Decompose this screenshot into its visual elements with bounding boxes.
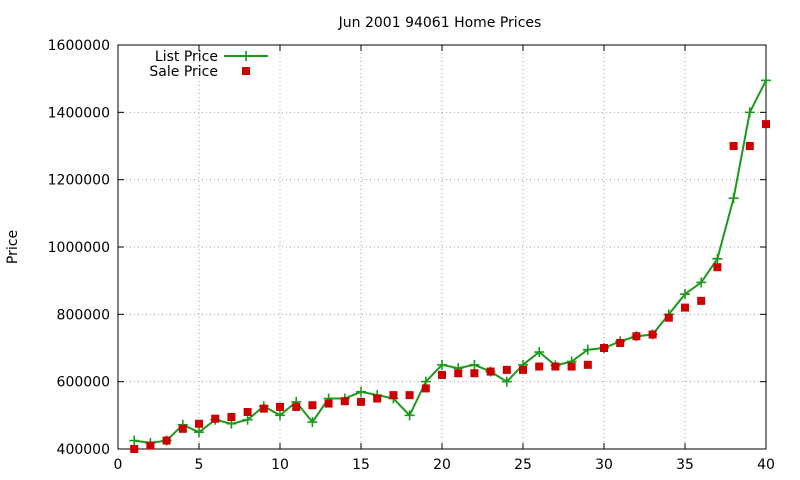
sale-price-point xyxy=(438,370,446,379)
y-tick-label: 800000 xyxy=(57,307,110,323)
sale-price-point xyxy=(227,413,236,422)
list-price-point xyxy=(275,410,285,421)
y-tick-label: 400000 xyxy=(57,442,110,458)
sale-price-point xyxy=(292,402,301,411)
list-price-point xyxy=(469,359,480,370)
sale-price-point xyxy=(486,367,495,376)
x-tick-label: 30 xyxy=(595,457,613,473)
x-tick-label: 35 xyxy=(676,457,694,473)
sale-price-point xyxy=(729,142,738,150)
sale-price-point xyxy=(502,365,511,374)
y-tick-label: 1400000 xyxy=(48,105,110,121)
sale-price-point xyxy=(648,330,657,339)
sale-price-point xyxy=(340,397,349,406)
list-price-point xyxy=(728,193,739,204)
y-tick-label: 1000000 xyxy=(48,240,110,256)
sale-price-point xyxy=(276,402,284,411)
sale-price-point xyxy=(324,399,333,408)
list-price-point xyxy=(712,253,723,264)
sale-price-point xyxy=(616,338,625,347)
list-price-point xyxy=(437,359,447,370)
sale-price-point xyxy=(454,369,463,378)
series-sale-price xyxy=(130,120,770,453)
sale-price-point xyxy=(583,360,592,369)
sale-price-point xyxy=(146,441,155,450)
x-tick-label: 40 xyxy=(757,457,775,473)
legend-swatch-sale-price xyxy=(242,67,250,75)
sale-price-point xyxy=(600,344,608,352)
sale-price-point xyxy=(745,142,754,150)
list-price-point xyxy=(307,417,318,428)
x-tick-label: 0 xyxy=(114,457,123,473)
list-price-point xyxy=(129,435,140,446)
list-price-point xyxy=(242,414,253,425)
y-tick-label: 1600000 xyxy=(48,38,110,54)
sale-price-point xyxy=(567,362,576,371)
sale-price-point xyxy=(195,419,203,428)
legend-swatch-list-price-marker xyxy=(241,51,251,61)
x-tick-label: 10 xyxy=(271,457,289,473)
sale-price-point xyxy=(211,414,220,423)
x-tick-label: 25 xyxy=(514,457,532,473)
sale-price-point xyxy=(681,303,689,312)
list-price-point xyxy=(501,376,512,387)
sale-price-point xyxy=(762,120,770,129)
grid-lines xyxy=(118,45,766,449)
list-price-point xyxy=(582,344,593,355)
sale-price-point xyxy=(308,401,317,410)
x-tick-label: 20 xyxy=(433,457,451,473)
list-price-point xyxy=(194,427,204,438)
sale-price-point xyxy=(243,407,252,416)
sale-price-point xyxy=(357,397,365,406)
sale-price-point xyxy=(405,391,414,400)
legend-label-sale-price: Sale Price xyxy=(149,64,218,80)
sale-price-point xyxy=(178,424,187,433)
list-price-point xyxy=(356,386,366,397)
sale-price-point xyxy=(697,296,706,305)
sale-price-point xyxy=(421,384,430,393)
sale-price-point xyxy=(551,362,560,371)
sale-price-point xyxy=(632,332,641,341)
sale-price-point xyxy=(664,313,673,322)
x-tick-label: 5 xyxy=(195,457,204,473)
sale-price-point xyxy=(713,263,722,272)
sale-price-point xyxy=(130,445,139,453)
series-list-price xyxy=(129,75,771,448)
sale-price-point xyxy=(535,362,544,371)
y-tick-label: 1200000 xyxy=(48,173,110,189)
sale-price-point xyxy=(519,365,527,374)
chart-title: Jun 2001 94061 Home Prices xyxy=(338,15,542,31)
list-price-line xyxy=(134,79,767,444)
list-price-point xyxy=(744,107,755,118)
legend: List Price Sale Price xyxy=(149,49,268,80)
sale-price-point xyxy=(259,404,268,413)
sale-price-point xyxy=(162,436,171,445)
axis-ticks: 0 5 10 15 20 25 30 35 40 400000 600000 800000 100000… xyxy=(48,38,775,473)
list-price-point xyxy=(680,289,690,300)
list-price-point xyxy=(404,410,415,421)
list-price-point xyxy=(696,277,707,288)
list-price-point xyxy=(534,347,545,358)
legend-label-list-price: List Price xyxy=(155,49,218,65)
y-axis-title: Price xyxy=(5,230,21,264)
legend-swatches xyxy=(224,51,268,75)
sale-price-point xyxy=(373,394,382,403)
sale-price-point xyxy=(470,369,479,378)
y-tick-label: 600000 xyxy=(57,375,110,391)
list-price-point xyxy=(761,75,771,86)
data-series xyxy=(129,75,771,453)
x-tick-label: 15 xyxy=(352,457,370,473)
sale-price-point xyxy=(389,391,398,400)
